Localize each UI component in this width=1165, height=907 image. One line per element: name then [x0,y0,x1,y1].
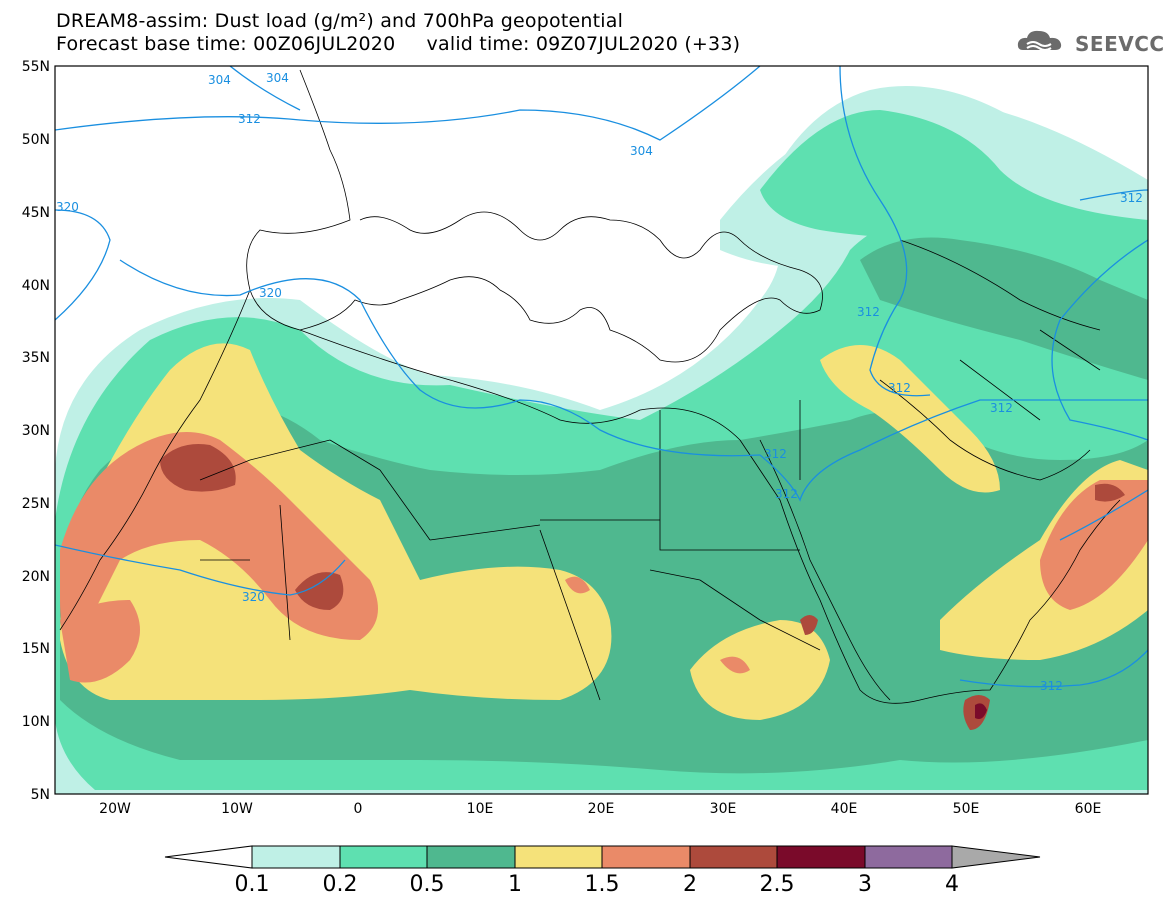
contour-label: 304 [266,71,289,85]
contour-labels: 304 304 312 304 320 320 320 312 312 312 … [56,71,1143,693]
lon-label: 50E [953,801,980,817]
colorbar-swatch [426,845,516,869]
colorbar-label: 2.5 [759,872,795,897]
lon-label: 30E [710,801,737,817]
coastlines [59,69,1121,704]
lat-label: 25N [22,496,50,512]
colorbar-label: 0.2 [322,872,358,897]
colorbar-upper-extension [951,845,1041,869]
lat-label: 5N [31,787,50,803]
lat-label: 40N [22,278,50,294]
map-frame [54,65,1149,795]
lon-label: 60E [1075,801,1102,817]
contour-label: 312 [888,381,911,395]
lat-label: 45N [22,205,50,221]
longitude-axis: 20W 10W 0 10E 20E 30E 40E 50E 60E [99,801,1101,817]
colorbar-swatch [339,845,428,869]
colorbar-label: 0.1 [234,872,270,897]
contour-label: 320 [259,286,282,300]
lat-label: 55N [22,59,50,75]
lon-label: 10E [467,801,494,817]
colorbar-swatch [601,845,691,869]
contour-label: 320 [56,200,79,214]
lon-label: 20W [99,801,131,817]
contour-label: 312 [238,112,261,126]
contour-label: 304 [208,73,231,87]
colorbar-label: 4 [945,872,959,897]
latitude-axis: 55N 50N 45N 40N 35N 30N 25N 20N 15N 10N … [22,59,50,803]
contour-label: 312 [764,447,787,461]
lat-label: 30N [22,423,50,439]
contour-label: 312 [1040,679,1063,693]
lat-label: 35N [22,350,50,366]
lat-label: 15N [22,641,50,657]
seevccc-logo: SEEVCCC [1015,26,1165,60]
contour-label: 304 [630,144,653,158]
lat-label: 50N [22,132,50,148]
contour-label: 312 [1120,191,1143,205]
colorbar-swatch [864,845,953,869]
colorbar-swatch [689,845,778,869]
colorbar-swatch [514,845,603,869]
contour-label: 320 [242,590,265,604]
dust-fields [55,86,1148,794]
contour-label: 312 [857,305,880,319]
colorbar [164,845,1041,869]
contour-label: 312 [990,401,1013,415]
contour-label: 312 [775,487,798,501]
geopotential-contours [55,66,1148,688]
colorbar-label: 0.5 [409,872,445,897]
cloud-logo-icon [1017,30,1062,51]
lat-label: 20N [22,569,50,585]
lon-label: 20E [588,801,615,817]
colorbar-lower-extension [164,845,253,869]
colorbar-label: 3 [858,872,872,897]
lon-label: 0 [354,801,363,817]
colorbar-label: 2 [683,872,697,897]
colorbar-label: 1.5 [584,872,620,897]
lat-label: 10N [22,714,50,730]
colorbar-label: 1 [508,872,522,897]
lon-label: 40E [831,801,858,817]
map-title-line2: Forecast base time: 00Z06JUL2020 valid t… [56,33,741,55]
logo-text: SEEVCCC [1075,32,1165,56]
colorbar-swatch [251,845,341,869]
map-title-line1: DREAM8-assim: Dust load (g/m²) and 700hP… [56,10,624,32]
lon-label: 10W [221,801,253,817]
colorbar-swatch [776,845,866,869]
